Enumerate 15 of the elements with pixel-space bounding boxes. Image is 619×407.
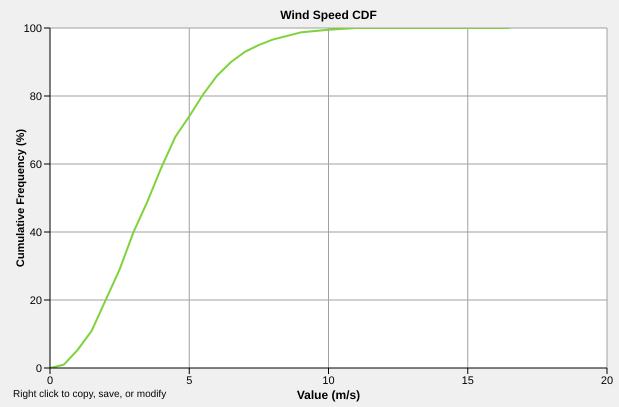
x-tick-label: 15 bbox=[462, 374, 474, 387]
text: Right click to copy, save, or modify bbox=[13, 389, 166, 400]
y-axis-title: Cumulative Frequency (%) bbox=[15, 128, 27, 268]
x-axis-title: Value (m/s) bbox=[296, 388, 360, 402]
x-tick-label: 10 bbox=[322, 374, 335, 387]
x-tick-label: 20 bbox=[600, 374, 614, 387]
y-tick-label: 80 bbox=[30, 90, 42, 103]
y-tick-label: 100 bbox=[24, 22, 42, 35]
y-tick-label: 0 bbox=[36, 362, 42, 375]
y-tick-label: 60 bbox=[30, 158, 42, 171]
x-tick-label: 5 bbox=[186, 374, 192, 387]
y-tick-label: 20 bbox=[30, 294, 42, 307]
y-tick-label: 40 bbox=[30, 226, 42, 239]
x-tick-label: 0 bbox=[46, 374, 54, 387]
chart-title: Wind Speed CDF bbox=[279, 8, 378, 22]
